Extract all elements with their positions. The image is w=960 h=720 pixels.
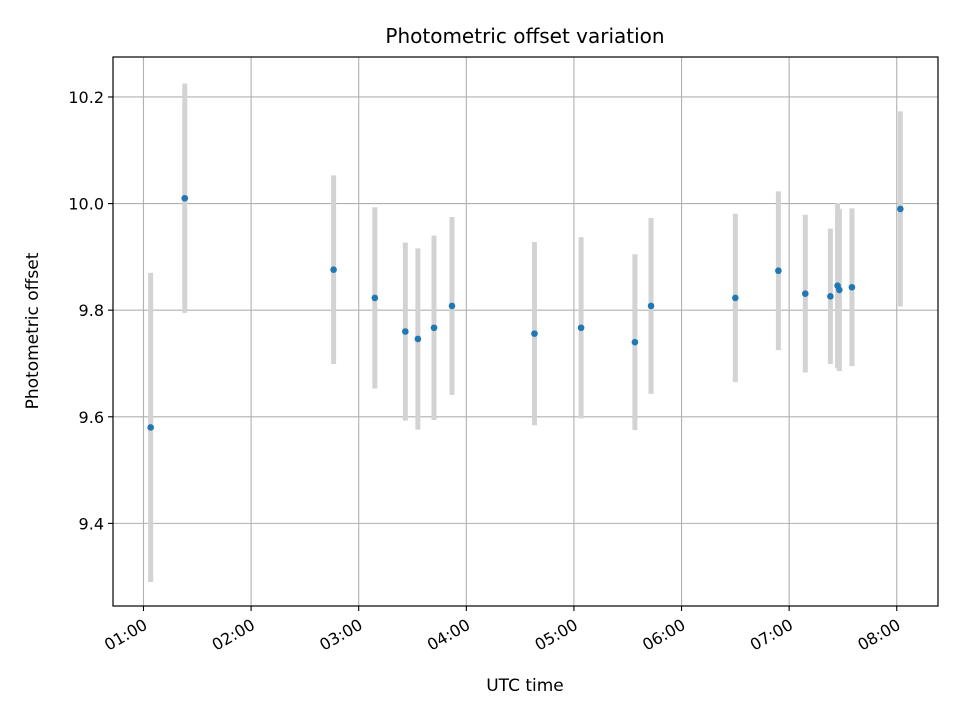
data-point bbox=[147, 424, 154, 431]
y-axis: 9.4 9.6 9.8 10.0 10.2 bbox=[68, 88, 113, 533]
data-point bbox=[827, 293, 834, 300]
plot-frame bbox=[112, 56, 939, 607]
chart-title: Photometric offset variation bbox=[385, 24, 664, 48]
data-point bbox=[330, 266, 337, 273]
data-point bbox=[531, 330, 538, 337]
x-axis-label: UTC time bbox=[486, 676, 564, 696]
data-point bbox=[897, 205, 904, 213]
data-point bbox=[448, 302, 456, 310]
data-point bbox=[848, 283, 856, 291]
grid-lines bbox=[113, 57, 938, 606]
y-axis-label: Photometric offset bbox=[23, 252, 43, 409]
data-point bbox=[775, 267, 782, 275]
y-tick-label: 9.6 bbox=[79, 408, 104, 427]
data-points bbox=[147, 194, 904, 431]
data-point bbox=[836, 286, 843, 294]
data-point bbox=[181, 194, 189, 202]
y-tick-label: 10.2 bbox=[68, 88, 104, 107]
data-point bbox=[631, 338, 639, 346]
y-tick-label: 9.8 bbox=[79, 301, 104, 320]
data-point bbox=[430, 324, 438, 332]
data-point bbox=[371, 294, 379, 302]
data-point bbox=[801, 290, 809, 297]
data-point bbox=[647, 302, 655, 310]
data-point bbox=[402, 328, 409, 335]
data-point bbox=[414, 335, 422, 343]
y-tick-label: 9.4 bbox=[79, 514, 104, 533]
data-point bbox=[732, 294, 739, 302]
y-tick-label: 10.0 bbox=[68, 195, 104, 214]
data-point bbox=[577, 324, 585, 332]
